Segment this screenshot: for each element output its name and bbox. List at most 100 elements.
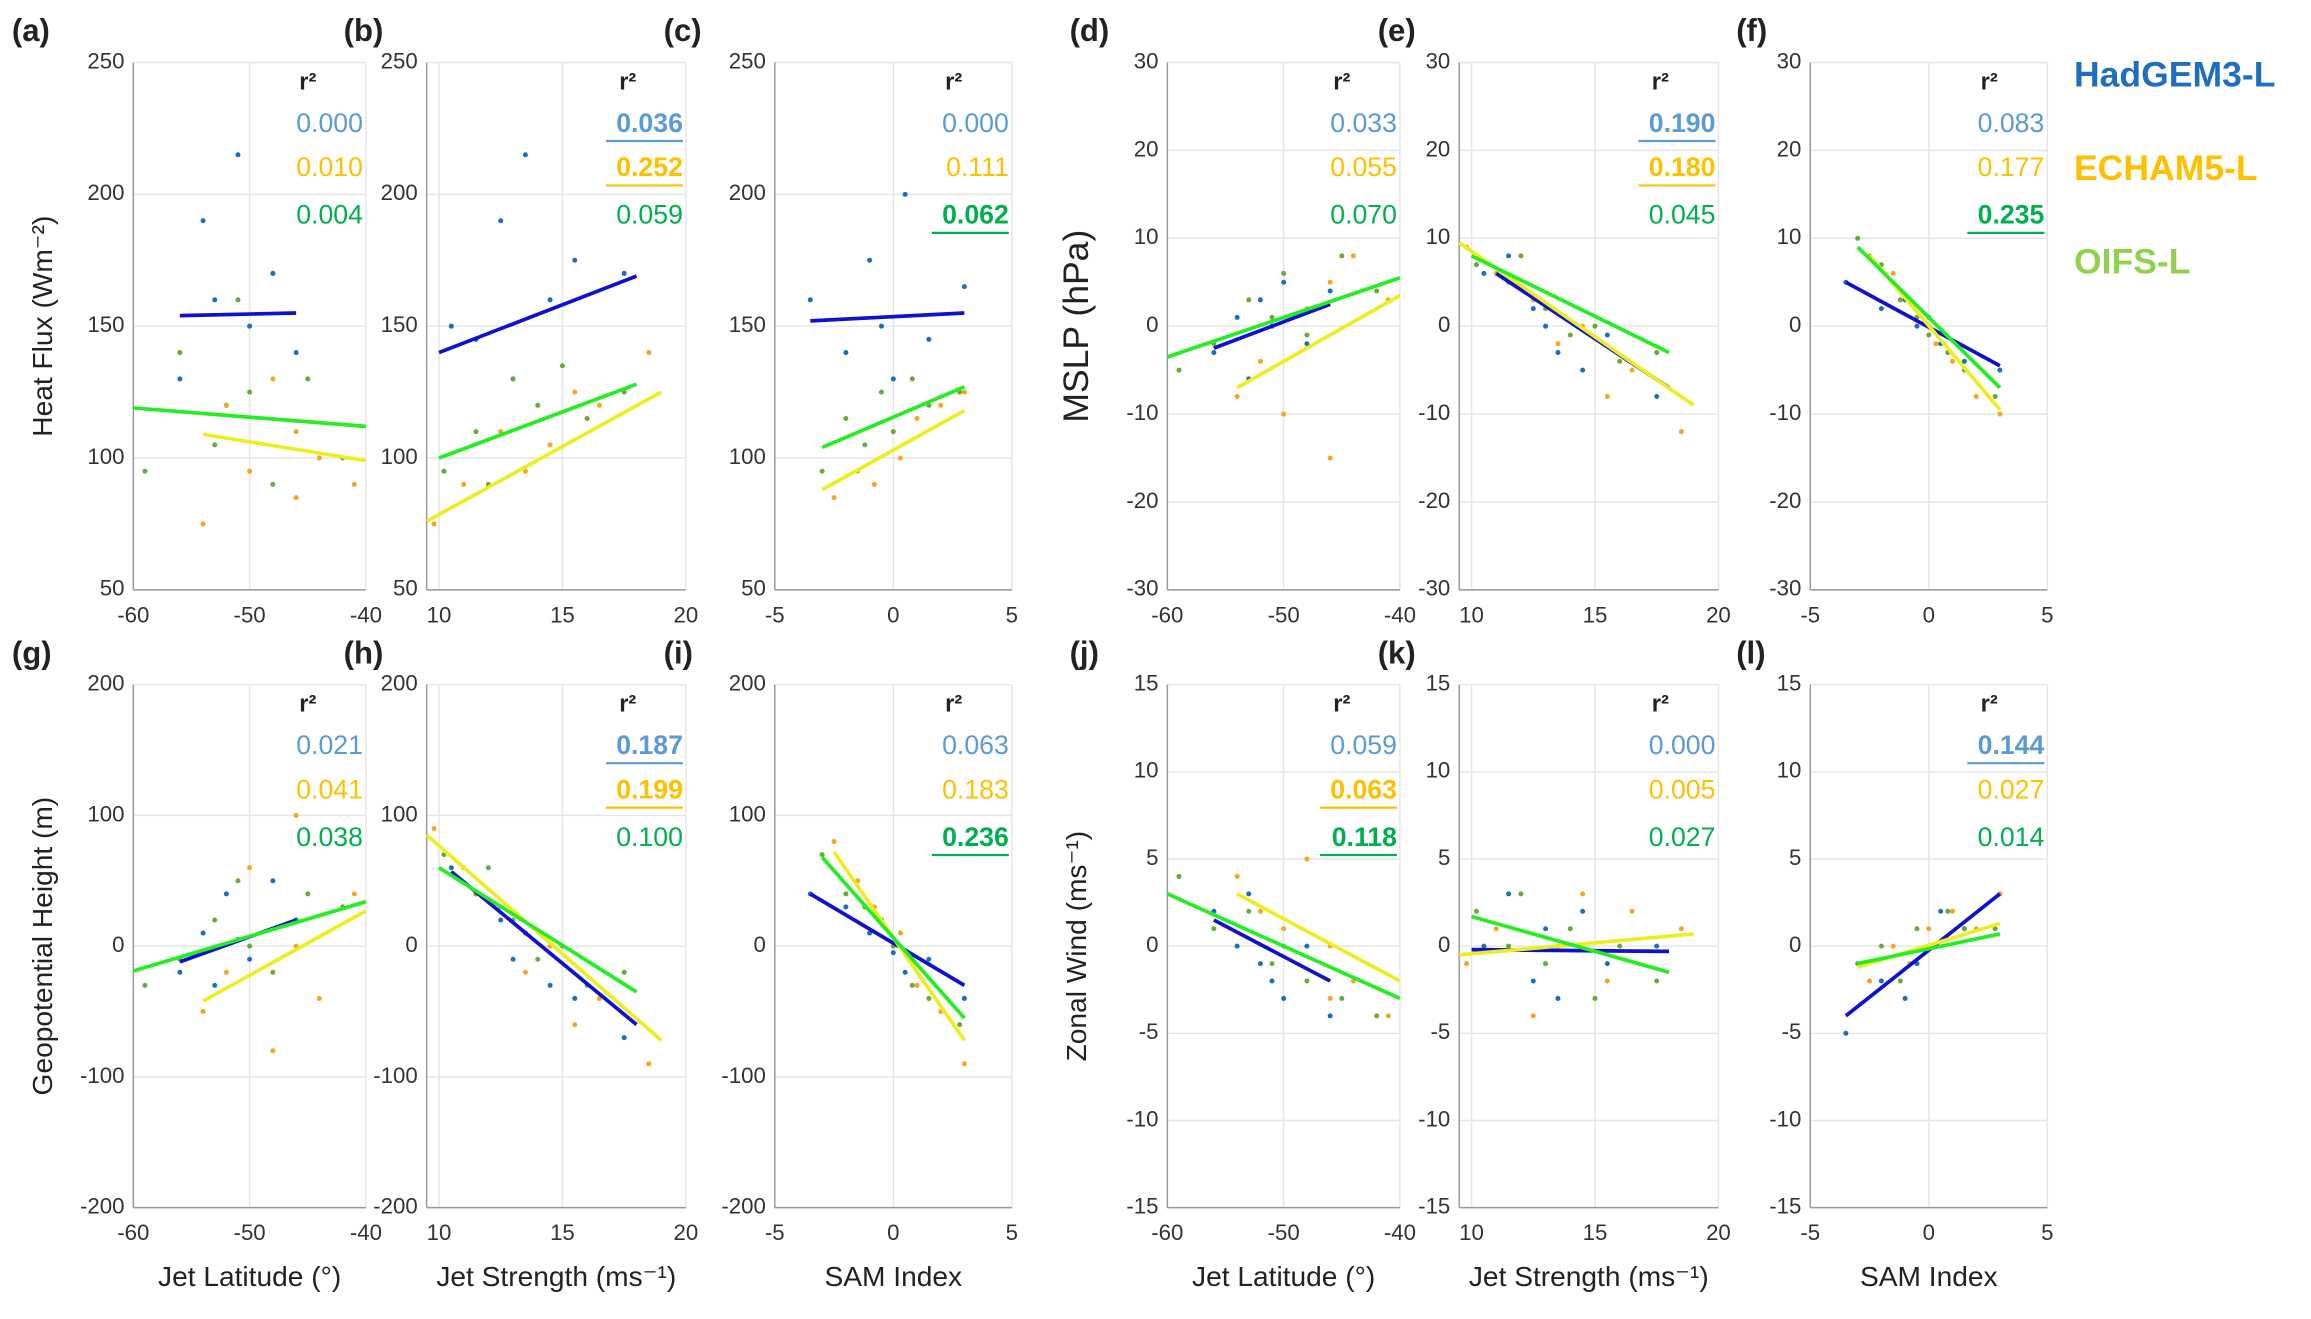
point bbox=[1350, 253, 1356, 259]
point bbox=[270, 481, 276, 487]
point bbox=[1949, 358, 1956, 364]
point bbox=[621, 969, 627, 975]
y-tick-label: -20 bbox=[1418, 488, 1450, 513]
point bbox=[293, 429, 299, 435]
y-tick-label: 150 bbox=[729, 312, 766, 337]
point bbox=[1374, 1013, 1380, 1019]
x-tick-label: 20 bbox=[674, 1220, 699, 1245]
point bbox=[1530, 306, 1536, 312]
point bbox=[316, 995, 322, 1001]
fit-line bbox=[1857, 932, 2001, 966]
point bbox=[351, 891, 357, 897]
point bbox=[890, 950, 896, 956]
point bbox=[1269, 961, 1275, 967]
r2-header: r² bbox=[1652, 692, 1669, 718]
point bbox=[522, 969, 528, 975]
point bbox=[926, 995, 932, 1001]
point bbox=[235, 297, 241, 303]
point bbox=[431, 825, 437, 832]
point bbox=[890, 376, 896, 382]
point bbox=[522, 152, 528, 158]
fit-line bbox=[179, 311, 297, 318]
point bbox=[1176, 873, 1182, 879]
point bbox=[909, 376, 915, 382]
point bbox=[1992, 393, 1998, 400]
point bbox=[212, 297, 218, 303]
r2-header: r² bbox=[1981, 69, 1998, 95]
point bbox=[547, 297, 553, 303]
r2-value: 0.036 bbox=[616, 108, 683, 138]
y-tick-label: -15 bbox=[1418, 1193, 1450, 1218]
x-tick-label: 15 bbox=[550, 602, 575, 627]
panel: 50 100 150 200 250 -5 0 5 r² 0.000 0.111 0.062 (c) bbox=[664, 13, 1018, 627]
point bbox=[1269, 978, 1275, 984]
y-tick-label: 200 bbox=[381, 671, 418, 696]
point bbox=[843, 415, 849, 421]
y-tick-label: 30 bbox=[1134, 48, 1159, 73]
y-tick-label: 0 bbox=[112, 932, 124, 957]
fit-line bbox=[1236, 892, 1401, 983]
fit-line bbox=[450, 870, 638, 1027]
point bbox=[247, 956, 253, 962]
x-tick-label: 5 bbox=[2041, 1220, 2053, 1245]
point bbox=[926, 336, 932, 342]
point bbox=[351, 481, 357, 487]
point bbox=[293, 350, 299, 356]
x-tick-label: 5 bbox=[1006, 602, 1018, 627]
point bbox=[961, 284, 967, 290]
r2-value: 0.021 bbox=[296, 730, 363, 760]
y-tick-label: 10 bbox=[1426, 224, 1451, 249]
point bbox=[510, 376, 516, 382]
fit-line bbox=[1856, 245, 2002, 390]
point bbox=[878, 389, 884, 395]
fit-line bbox=[1470, 254, 1670, 355]
y-tick-label: -200 bbox=[373, 1193, 417, 1218]
point bbox=[547, 442, 553, 448]
panel: -200 -100 0 100 200 -5 0 5 r² 0.063 0.183 0.236 (i) S… bbox=[664, 635, 1018, 1292]
point bbox=[200, 1009, 206, 1015]
r2-header: r² bbox=[299, 69, 316, 95]
y-tick-label: -30 bbox=[1418, 576, 1450, 601]
point bbox=[498, 218, 504, 224]
y-tick-label: 20 bbox=[1426, 136, 1451, 161]
point bbox=[522, 468, 528, 474]
point bbox=[235, 878, 241, 884]
r2-header: r² bbox=[299, 692, 316, 718]
fit-line bbox=[425, 833, 663, 1042]
point bbox=[572, 995, 578, 1001]
r2-value: 0.180 bbox=[1649, 152, 1716, 182]
y-tick-label: -15 bbox=[1769, 1193, 1801, 1218]
panel: 50 100 150 200 250 10 15 20 r² 0.036 0.252 0.059 (b) bbox=[344, 13, 699, 627]
point bbox=[1327, 1013, 1333, 1019]
panel: -15 -10 -5 0 5 10 15 -5 0 5 r² 0.144 0.027 0.014 (l) SA… bbox=[1736, 635, 2053, 1292]
y-tick-label: 50 bbox=[393, 576, 418, 601]
point bbox=[1843, 1030, 1849, 1036]
x-axis-label: SAM Index bbox=[825, 1261, 963, 1292]
point bbox=[1961, 926, 1967, 932]
point bbox=[1629, 367, 1635, 373]
point bbox=[646, 1061, 652, 1067]
y-tick-label: 0 bbox=[1146, 312, 1158, 337]
fit-line bbox=[1844, 892, 2002, 1018]
point bbox=[1339, 995, 1345, 1001]
x-tick-label: -40 bbox=[350, 602, 382, 627]
point bbox=[535, 402, 541, 408]
r2-value: 0.063 bbox=[942, 730, 1009, 760]
r2-header: r² bbox=[1652, 69, 1669, 95]
fit-line bbox=[438, 274, 638, 355]
panel: 50 100 150 200 250 -60 -50 -40 r² 0.000 0.010 0.004… bbox=[12, 13, 382, 627]
fit-line bbox=[1166, 276, 1401, 359]
y-tick-label: 30 bbox=[1426, 48, 1451, 73]
point bbox=[1374, 288, 1380, 294]
fit-line bbox=[1236, 293, 1401, 390]
y-tick-label: 200 bbox=[729, 180, 766, 205]
y-tick-label: 15 bbox=[1777, 671, 1802, 696]
point bbox=[1914, 323, 1920, 329]
y-axis-label: Heat Flux (Wm⁻²) bbox=[27, 216, 58, 437]
point bbox=[200, 930, 206, 936]
r2-value: 0.059 bbox=[616, 200, 683, 230]
r2-value: 0.059 bbox=[1330, 730, 1397, 760]
x-tick-label: -5 bbox=[765, 1220, 785, 1245]
point bbox=[247, 389, 253, 395]
